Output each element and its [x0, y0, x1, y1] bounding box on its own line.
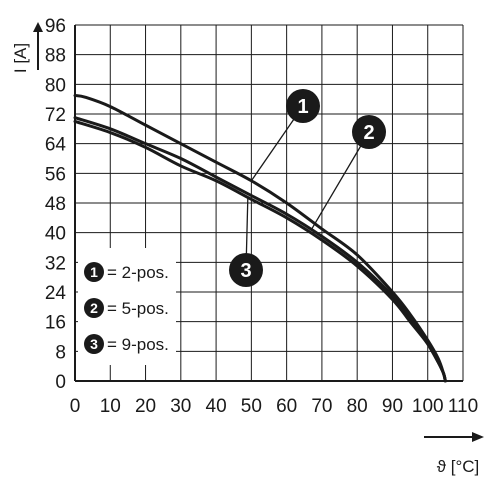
legend-label: = 5-pos.: [107, 299, 169, 318]
y-tick-label: 80: [45, 75, 66, 96]
x-tick-label: 100: [412, 396, 444, 417]
series-line-9-pos: [73, 119, 447, 383]
y-tick-label: 96: [45, 16, 66, 37]
y-axis-title: I [A]: [11, 43, 30, 73]
legend-badge-number: 3: [90, 336, 98, 352]
x-tick-label: 60: [276, 396, 297, 417]
x-tick-label: 0: [70, 396, 81, 417]
x-axis-arrow-head: [472, 432, 484, 442]
series-callouts: 1 2 3: [229, 89, 386, 287]
series-line-2-pos: [73, 93, 447, 383]
legend-label: = 2-pos.: [107, 263, 169, 282]
x-tick-label: 80: [347, 396, 368, 417]
y-tick-label: 72: [45, 105, 66, 126]
legend-badge-2: [84, 298, 104, 318]
y-tick-label: 32: [45, 253, 66, 274]
axes: [74, 25, 463, 382]
y-tick-label: 8: [55, 342, 66, 363]
callout-leader-2: [310, 131, 370, 231]
callout-badge-number: 3: [240, 260, 251, 282]
tick-labels: 0 10 20 30 40 50 60 70 80 90 100 110081624324048566…: [45, 16, 478, 417]
y-tick-label: 0: [55, 372, 66, 393]
y-tick-label: 56: [45, 164, 66, 185]
x-tick-label: 40: [206, 396, 227, 417]
callout-badge-3: [229, 253, 263, 287]
y-tick-label: 64: [45, 135, 67, 156]
callout-badge-number: 2: [363, 122, 374, 144]
x-tick-label: 110: [448, 396, 478, 417]
legend-badge-3: [84, 334, 104, 354]
x-tick-label: 10: [100, 396, 121, 417]
legend: 1 = 2-pos. 2 = 5-pos. 3 = 9-pos.: [78, 248, 176, 365]
x-tick-label: 90: [382, 396, 403, 417]
callout-badge-number: 1: [297, 96, 308, 118]
y-axis-arrow-head: [33, 22, 43, 32]
y-tick-label: 88: [45, 46, 66, 67]
callout-badge-1: [286, 89, 320, 123]
y-tick-label: 16: [45, 313, 66, 334]
y-tick-label: 48: [45, 194, 66, 215]
y-tick-label: 40: [45, 224, 66, 245]
legend-label: = 9-pos.: [107, 335, 169, 354]
x-tick-label: 70: [311, 396, 332, 417]
x-tick-label: 30: [170, 396, 191, 417]
x-axis-title: ϑ [°C]: [437, 457, 480, 476]
x-tick-label: 20: [135, 396, 156, 417]
series-lines: [73, 93, 447, 383]
x-tick-label: 50: [241, 396, 262, 417]
axis-titles: I [A] ϑ [°C]: [11, 22, 484, 476]
legend-badge-1: [84, 262, 104, 282]
y-tick-label: 24: [45, 283, 67, 304]
legend-badge-number: 2: [90, 300, 98, 316]
legend-badge-number: 1: [90, 264, 98, 280]
callout-badge-2: [352, 115, 386, 149]
